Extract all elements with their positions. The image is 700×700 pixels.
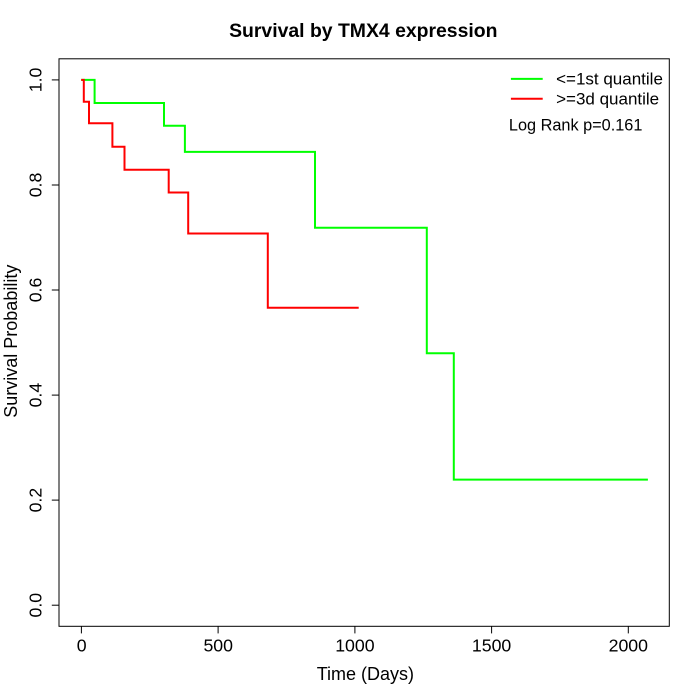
svg-text:2000: 2000 xyxy=(609,636,649,656)
svg-text:Time (Days): Time (Days) xyxy=(317,664,414,684)
svg-text:0.4: 0.4 xyxy=(25,383,45,408)
svg-text:0.2: 0.2 xyxy=(25,488,45,513)
svg-text:0: 0 xyxy=(77,636,87,656)
svg-text:Log Rank p=0.161: Log Rank p=0.161 xyxy=(509,116,643,134)
svg-text:>=3d quantile: >=3d quantile xyxy=(556,90,659,109)
svg-text:1.0: 1.0 xyxy=(25,67,45,92)
svg-text:1000: 1000 xyxy=(335,636,375,656)
svg-text:Survival by TMX4 expression: Survival by TMX4 expression xyxy=(229,20,497,42)
svg-text:0.0: 0.0 xyxy=(25,593,45,618)
svg-text:0.8: 0.8 xyxy=(25,173,45,198)
svg-text:0.6: 0.6 xyxy=(25,278,45,303)
svg-text:Survival Probability: Survival Probability xyxy=(1,265,21,418)
svg-text:1500: 1500 xyxy=(472,636,512,656)
svg-text:<=1st quantile: <=1st quantile xyxy=(556,70,663,89)
svg-text:500: 500 xyxy=(203,636,233,656)
